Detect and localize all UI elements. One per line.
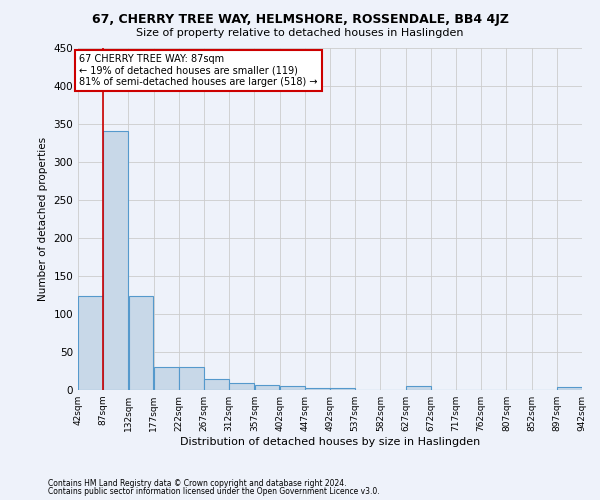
Text: 67, CHERRY TREE WAY, HELMSHORE, ROSSENDALE, BB4 4JZ: 67, CHERRY TREE WAY, HELMSHORE, ROSSENDA… [91, 12, 509, 26]
Bar [557, 387, 582, 390]
Bar [305, 388, 330, 390]
Bar [204, 378, 229, 390]
Bar [229, 383, 254, 390]
Text: Size of property relative to detached houses in Haslingden: Size of property relative to detached ho… [136, 28, 464, 38]
Bar [179, 367, 204, 390]
Text: Contains public sector information licensed under the Open Government Licence v3: Contains public sector information licen… [48, 487, 380, 496]
X-axis label: Distribution of detached houses by size in Haslingden: Distribution of detached houses by size … [180, 437, 480, 447]
Bar [280, 386, 305, 390]
Bar [78, 296, 103, 390]
Text: Contains HM Land Registry data © Crown copyright and database right 2024.: Contains HM Land Registry data © Crown c… [48, 478, 347, 488]
Bar [103, 131, 128, 390]
Bar [406, 386, 431, 390]
Text: 67 CHERRY TREE WAY: 87sqm
← 19% of detached houses are smaller (119)
81% of semi: 67 CHERRY TREE WAY: 87sqm ← 19% of detac… [79, 54, 317, 87]
Bar [128, 296, 154, 390]
Bar [330, 388, 355, 390]
Bar [154, 367, 179, 390]
Bar [254, 384, 280, 390]
Y-axis label: Number of detached properties: Number of detached properties [38, 136, 48, 301]
